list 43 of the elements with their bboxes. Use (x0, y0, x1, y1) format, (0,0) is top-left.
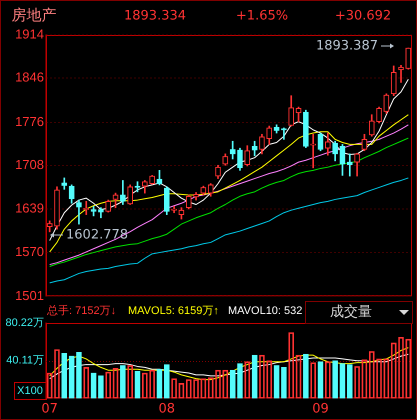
text: MAVOL10: 532 (228, 305, 302, 318)
x-tick-label: 09 (312, 402, 329, 417)
y-tick-label: 1570 (15, 244, 44, 260)
text: +30.692 (334, 8, 392, 24)
bar (120, 365, 126, 398)
bar (98, 376, 104, 398)
bar (303, 354, 309, 398)
y-tick-label: 1501 (15, 288, 44, 303)
y-tick-label: 1639 (15, 200, 44, 216)
x-tick-label: 07 (41, 402, 58, 417)
bar (230, 370, 236, 398)
bar (76, 352, 82, 398)
bar (90, 372, 96, 398)
y-tick-label: 1708 (15, 156, 44, 172)
candlestick (398, 65, 404, 83)
bar (340, 363, 346, 398)
text: 成交量 (329, 303, 373, 322)
y-tick-label: 1846 (15, 70, 44, 85)
text: 1893.334 (124, 8, 186, 24)
annotation: 1893.387 (316, 38, 378, 54)
y-tick-label: 40.11万 (6, 354, 44, 367)
bar (346, 364, 353, 398)
bar (318, 361, 324, 398)
bar (164, 364, 170, 398)
bar (332, 360, 338, 398)
y-tick-label: 80.22万 (5, 317, 44, 330)
y-tick-label: 1914 (15, 26, 44, 42)
bar (61, 352, 68, 398)
chart-title: 房地产 (12, 6, 56, 24)
bar (281, 367, 287, 398)
bar (156, 368, 162, 398)
bar (237, 363, 243, 398)
bar (252, 354, 258, 398)
bar (68, 356, 74, 398)
x-tick-label: 08 (158, 402, 176, 417)
text: X100 (17, 385, 43, 398)
candlestick (76, 200, 82, 224)
text: MAVOL5: 6159万↑ (128, 305, 219, 318)
bar (274, 365, 280, 398)
y-tick-label: 1776 (15, 114, 44, 129)
text: 总手: 7152万↓ (46, 304, 116, 318)
bar (134, 370, 140, 398)
text: +1.65% (236, 8, 288, 24)
